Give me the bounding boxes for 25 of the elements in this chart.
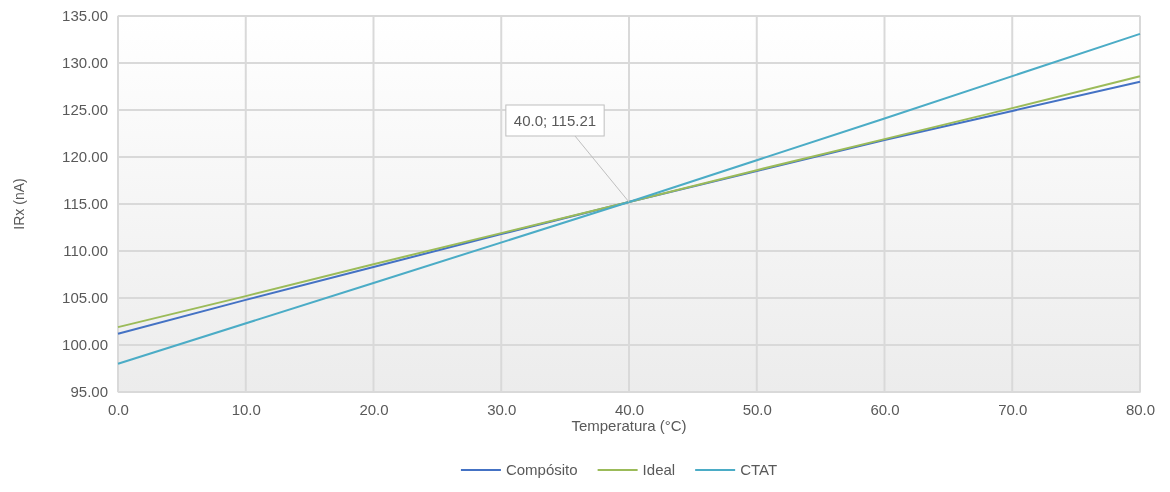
legend-label: Compósito [505, 461, 578, 478]
x-tick-label: 0.0 [108, 400, 129, 418]
legend-label: CTAT [740, 461, 778, 478]
legend-label: Ideal [642, 461, 676, 478]
y-tick-label: 95.00 [70, 383, 108, 401]
x-tick-label: 40.0 [614, 400, 645, 418]
line-series [117, 32, 1141, 365]
y-tick-label: 105.00 [62, 289, 108, 307]
y-tick-label: 135.00 [62, 7, 108, 25]
x-tick-label: 80.0 [1125, 400, 1156, 418]
y-axis-title: IRx (nA) [11, 178, 27, 230]
y-tick-label: 115.00 [63, 195, 108, 213]
x-tick-label: 20.0 [359, 400, 389, 418]
y-tick-label: 130.00 [62, 54, 108, 72]
y-tick-label: 110.00 [63, 242, 108, 260]
y-tick-label: 120.00 [62, 148, 108, 166]
x-tick-label: 10.0 [231, 400, 261, 418]
x-axis-title: Temperatura (°C) [571, 417, 687, 434]
y-tick-label: 100.00 [62, 336, 108, 354]
x-tick-label: 60.0 [870, 400, 900, 418]
annotation: 40.0; 115.21 [513, 111, 597, 129]
y-tick-label: 125.00 [62, 101, 108, 119]
x-tick-label: 30.0 [487, 400, 517, 418]
x-tick-label: 70.0 [998, 400, 1028, 418]
x-tick-label: 50.0 [742, 400, 772, 418]
